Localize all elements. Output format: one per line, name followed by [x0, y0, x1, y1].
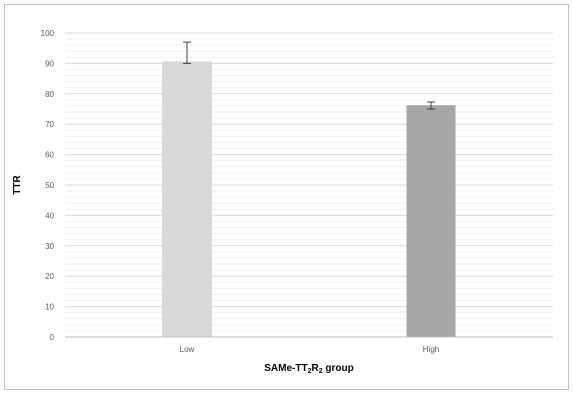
x-axis-title: SAMe-TT2R2 group	[264, 363, 354, 375]
bars	[162, 61, 456, 338]
major-gridlines	[65, 32, 553, 308]
y-tick-label: 100	[41, 29, 55, 38]
x-tick-label-low: Low	[180, 345, 195, 354]
minor-gridlines	[65, 38, 553, 332]
y-tick-label: 10	[45, 303, 54, 312]
y-tick-label: 50	[45, 181, 54, 190]
y-tick-label: 20	[45, 272, 54, 281]
bar-high	[406, 105, 456, 338]
x-axis-title-sub1: 2	[308, 368, 312, 375]
y-tick-label: 30	[45, 242, 54, 251]
x-tick-label-high: High	[423, 345, 439, 354]
y-tick-label: 90	[45, 59, 54, 68]
y-tick-label: 60	[45, 151, 54, 160]
y-tick-label: 40	[45, 211, 54, 220]
y-axis-title: TTR	[12, 175, 23, 195]
y-tick-label: 80	[45, 90, 54, 99]
x-axis-title-base: SAMe-TT	[264, 363, 307, 374]
bar-low	[162, 61, 212, 338]
error-bars	[183, 41, 435, 110]
x-axis-title-sub2: 2	[319, 368, 323, 375]
x-axis-title-mid: R	[312, 363, 320, 374]
x-tick-labels: Low High	[180, 345, 440, 354]
y-tick-label: 70	[45, 120, 54, 129]
y-tick-labels: 0 10 20 30 40 50 60 70 80 90 100	[41, 29, 55, 342]
x-axis-title-tail: group	[323, 363, 354, 374]
y-tick-label: 0	[50, 333, 55, 342]
